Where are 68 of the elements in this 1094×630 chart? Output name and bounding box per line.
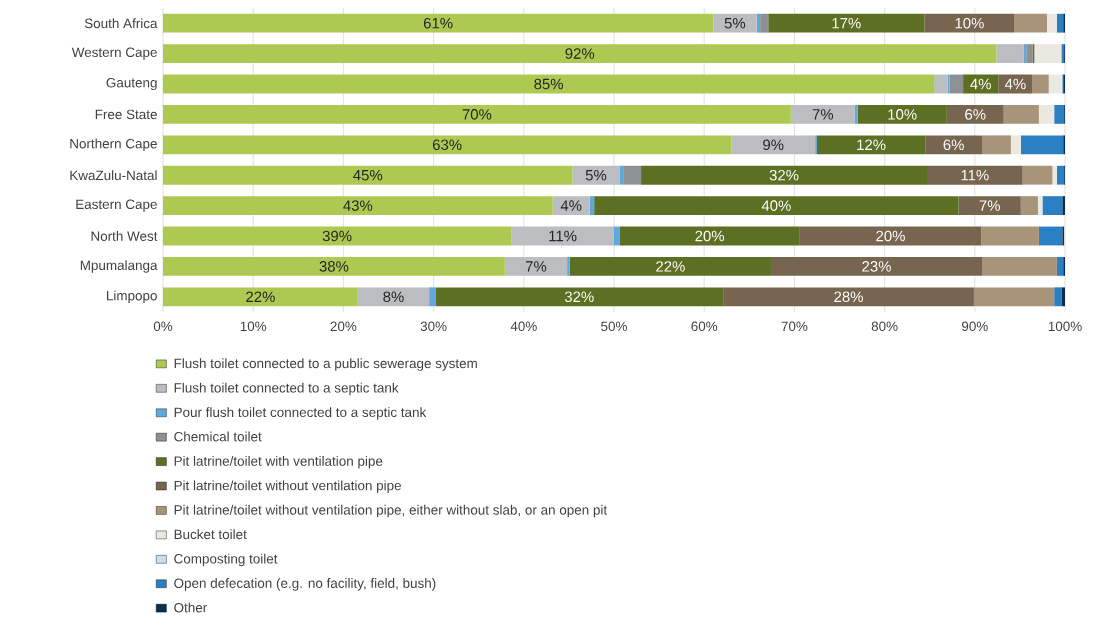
data-label: 20% — [876, 230, 905, 242]
data-label: 7% — [979, 200, 1000, 211]
data-label: 6% — [943, 139, 964, 151]
data-label: 43% — [343, 200, 373, 211]
legend-label: Pit latrine/toilet without ventilation pipe — [174, 480, 401, 493]
legend-label: Composting toilet — [174, 553, 278, 567]
data-label: 40% — [761, 200, 791, 211]
legend-label: Bucket toilet — [174, 529, 247, 540]
data-label: 38% — [319, 261, 349, 272]
x-tick-label: 80% — [871, 321, 898, 332]
data-label: 70% — [462, 109, 492, 120]
y-tick-label: Northern Cape — [70, 138, 157, 152]
data-label: 5% — [585, 169, 607, 181]
y-tick-label: Limpopo — [107, 290, 157, 304]
data-label: 32% — [564, 291, 594, 303]
y-tick-label: KwaZulu-Natal — [70, 170, 157, 181]
data-label: 9% — [763, 139, 784, 151]
y-tick-label: South Africa — [84, 18, 158, 29]
data-label: 63% — [432, 139, 462, 151]
y-tick-label: Gauteng — [106, 77, 157, 91]
y-tick-label: North West — [91, 231, 158, 241]
x-tick-label: 10% — [240, 321, 267, 332]
data-label: 28% — [834, 291, 863, 303]
data-label: 7% — [812, 109, 834, 120]
data-label: 4% — [1004, 78, 1026, 90]
y-tick-label: Western Cape — [71, 47, 157, 60]
data-label: 10% — [955, 17, 984, 29]
data-label: 5% — [724, 17, 746, 29]
x-tick-label: 60% — [691, 321, 718, 332]
legend-label: Flush toilet connected to a septic tank — [174, 382, 399, 396]
x-tick-label: 100% — [1048, 321, 1082, 332]
data-label: 12% — [857, 139, 886, 151]
legend-label: Pit latrine/toilet without ventilation pipe, either without slab, or an open pit — [174, 504, 608, 518]
legend-label: Other — [174, 602, 207, 613]
y-tick-label: Eastern Cape — [76, 199, 157, 212]
data-label: 11% — [549, 230, 577, 242]
x-tick-label: 70% — [781, 321, 808, 332]
legend-label: Chemical toilet — [174, 431, 262, 442]
data-label: 22% — [656, 261, 685, 272]
x-tick-label: 40% — [510, 321, 537, 332]
data-label: 6% — [965, 109, 986, 120]
data-label: 39% — [322, 230, 352, 242]
x-tick-label: 50% — [601, 321, 627, 332]
data-label: 8% — [383, 291, 404, 303]
data-label: 4% — [970, 78, 991, 90]
legend-label: Pit latrine/toilet with ventilation pipe — [174, 455, 383, 469]
x-tick-label: 90% — [961, 321, 988, 332]
x-tick-label: 0% — [153, 321, 173, 332]
y-tick-label: Free State — [95, 109, 157, 120]
y-tick-label: Mpumalanga — [80, 260, 158, 273]
data-label: 7% — [525, 261, 547, 272]
data-label: 92% — [565, 48, 595, 59]
legend-label: Flush toilet connected to a public sewerage system — [174, 358, 477, 371]
data-label: 45% — [353, 169, 383, 181]
data-label: 85% — [534, 78, 564, 90]
data-label: 17% — [832, 17, 861, 29]
legend-label: Open defecation (e.g. no facility, field, bush) — [174, 578, 436, 591]
data-label: 22% — [246, 291, 275, 303]
data-label: 11% — [961, 169, 989, 181]
data-label: 20% — [695, 230, 725, 242]
x-tick-label: 20% — [330, 321, 357, 332]
data-label: 32% — [769, 169, 799, 181]
data-label: 4% — [560, 200, 582, 211]
data-label: 23% — [862, 261, 891, 272]
data-label: 10% — [888, 109, 917, 120]
x-tick-label: 30% — [420, 321, 447, 332]
data-label: 61% — [423, 17, 453, 29]
legend-label: Pour flush toilet connected to a septic tank — [174, 407, 427, 420]
